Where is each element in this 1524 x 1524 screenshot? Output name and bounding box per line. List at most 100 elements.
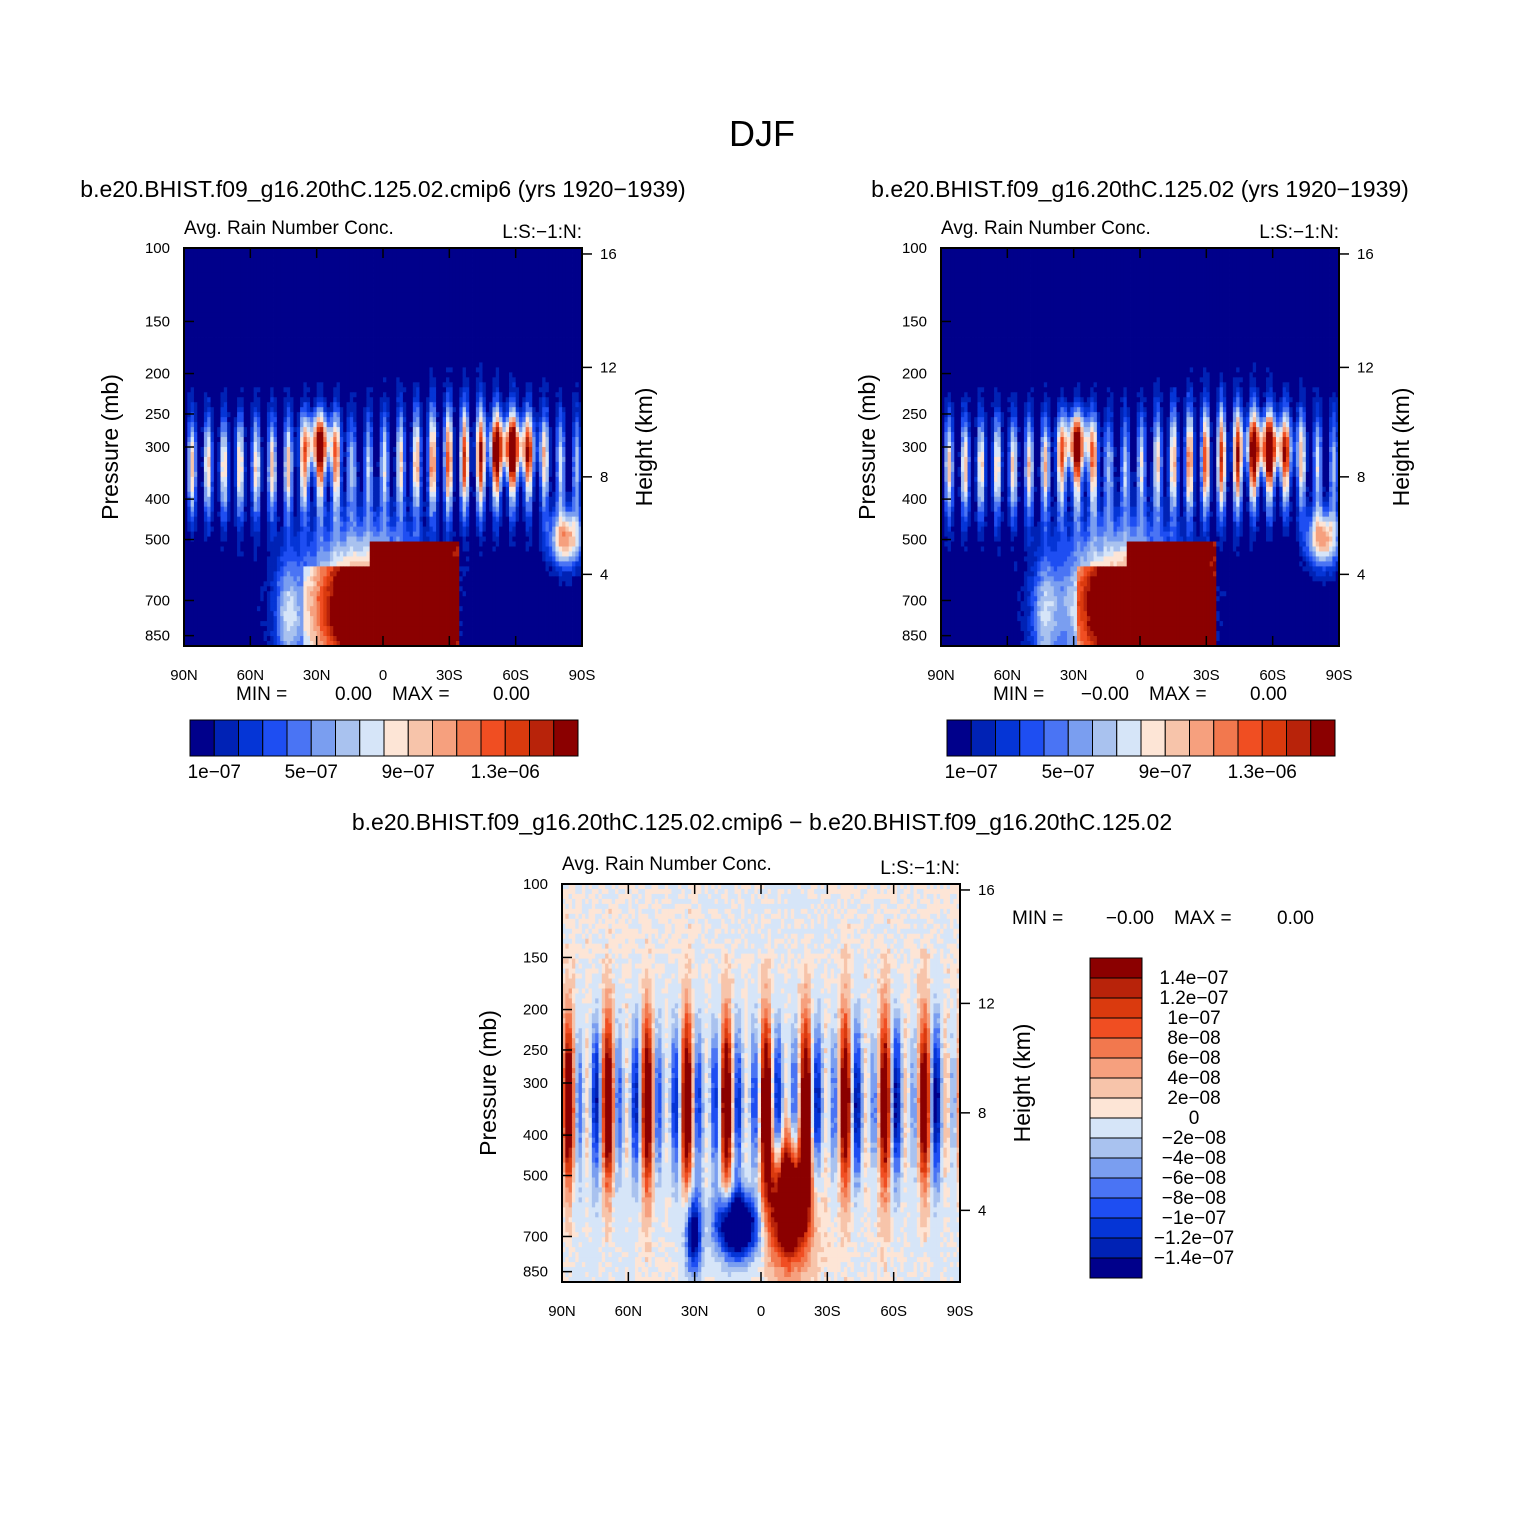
heatmap-cell [190,432,195,438]
heatmap-cell [303,407,308,413]
heatmap-cell [276,417,281,423]
heatmap-cell [230,292,235,299]
heatmap-cell [446,367,450,373]
heatmap-cell [479,322,483,329]
heatmap-cell [396,287,400,294]
heatmap-cell [293,257,298,264]
heatmap-cell [316,412,321,418]
heatmap-cell [429,248,434,254]
heatmap-cell [475,322,480,329]
heatmap-cell [475,387,480,393]
heatmap-cell [207,437,211,443]
heatmap-cell [462,248,467,254]
heatmap-cell [499,402,503,408]
heatmap-cell [532,327,536,333]
heatmap-cell [399,257,404,264]
heatmap-cell [495,287,500,294]
heatmap-cell [349,451,354,458]
heatmap-cell [465,272,470,279]
heatmap-cell [243,347,248,353]
heatmap-cell [326,352,331,358]
heatmap-cell [217,337,221,343]
heatmap-cell [416,337,420,343]
heatmap-cell [283,322,288,329]
heatmap-cell [369,407,374,413]
heatmap-cell [233,262,238,269]
heatmap-cell [263,317,268,324]
heatmap-cell [193,277,198,284]
heatmap-cell [237,367,241,373]
heatmap-cell [280,248,284,254]
heatmap-cell [402,392,407,398]
heatmap-cell [213,377,218,383]
heatmap-cell [366,402,371,408]
heatmap-cell [266,248,271,254]
heatmap-cell [319,297,324,304]
heatmap-cell [283,402,288,408]
heatmap-cell [572,252,576,259]
heatmap-cell [538,262,543,269]
heatmap-cell [240,317,245,324]
heatmap-cell [442,362,447,368]
heatmap-cell [326,317,331,324]
heatmap-cell [446,352,450,358]
heatmap-cell [419,367,424,373]
heatmap-cell [363,437,367,443]
heatmap-cell [535,372,540,378]
heatmap-cell [383,252,387,259]
heatmap-cell [472,372,477,378]
heatmap-cell [273,277,278,284]
heatmap-cell [525,377,530,383]
heatmap-cell [263,347,268,353]
heatmap-cell [465,292,470,299]
heatmap-cell [495,312,500,319]
heatmap-cell [522,287,527,294]
heatmap-cell [359,417,364,423]
heatmap-cell [187,267,192,274]
heatmap-cell [386,277,391,284]
heatmap-cell [247,262,251,269]
heatmap-cell [207,392,211,398]
heatmap-cell [263,387,268,393]
heatmap-cell [552,297,556,304]
heatmap-cell [538,347,543,353]
heatmap-cell [442,442,447,448]
heatmap-cell [535,417,540,423]
heatmap-cell [489,312,493,319]
heatmap-cell [518,252,523,259]
heatmap-cell [247,407,251,413]
heatmap-cell [432,397,437,403]
heatmap-cell [502,417,507,423]
heatmap-cell [286,252,291,259]
heatmap-cell [329,352,334,358]
heatmap-cell [313,402,318,408]
heatmap-cell [409,422,414,428]
heatmap-cell [492,422,497,428]
heatmap-cell [273,267,278,274]
heatmap-cell [303,367,308,373]
heatmap-cell [489,347,493,353]
heatmap-cell [555,417,560,423]
heatmap-cell [359,422,364,428]
heatmap-cell [439,412,444,418]
heatmap-cell [396,442,400,448]
heatmap-cell [548,292,553,299]
heatmap-cell [210,342,215,348]
heatmap-cell [436,427,440,433]
heatmap-cell [552,437,556,443]
heatmap-cell [316,248,321,254]
heatmap-cell [293,387,298,393]
heatmap-cell [210,432,215,438]
heatmap-cell [207,327,211,333]
heatmap-cell [515,322,520,329]
heatmap-cell [469,252,473,259]
heatmap-cell [270,387,274,393]
heatmap-cell [233,357,238,363]
heatmap-cell [449,312,454,319]
heatmap-cell [545,402,550,408]
heatmap-cell [203,417,208,423]
heatmap-cell [568,322,573,329]
heatmap-cell [399,397,404,403]
heatmap-cell [572,262,576,269]
heatmap-cell [286,392,291,398]
